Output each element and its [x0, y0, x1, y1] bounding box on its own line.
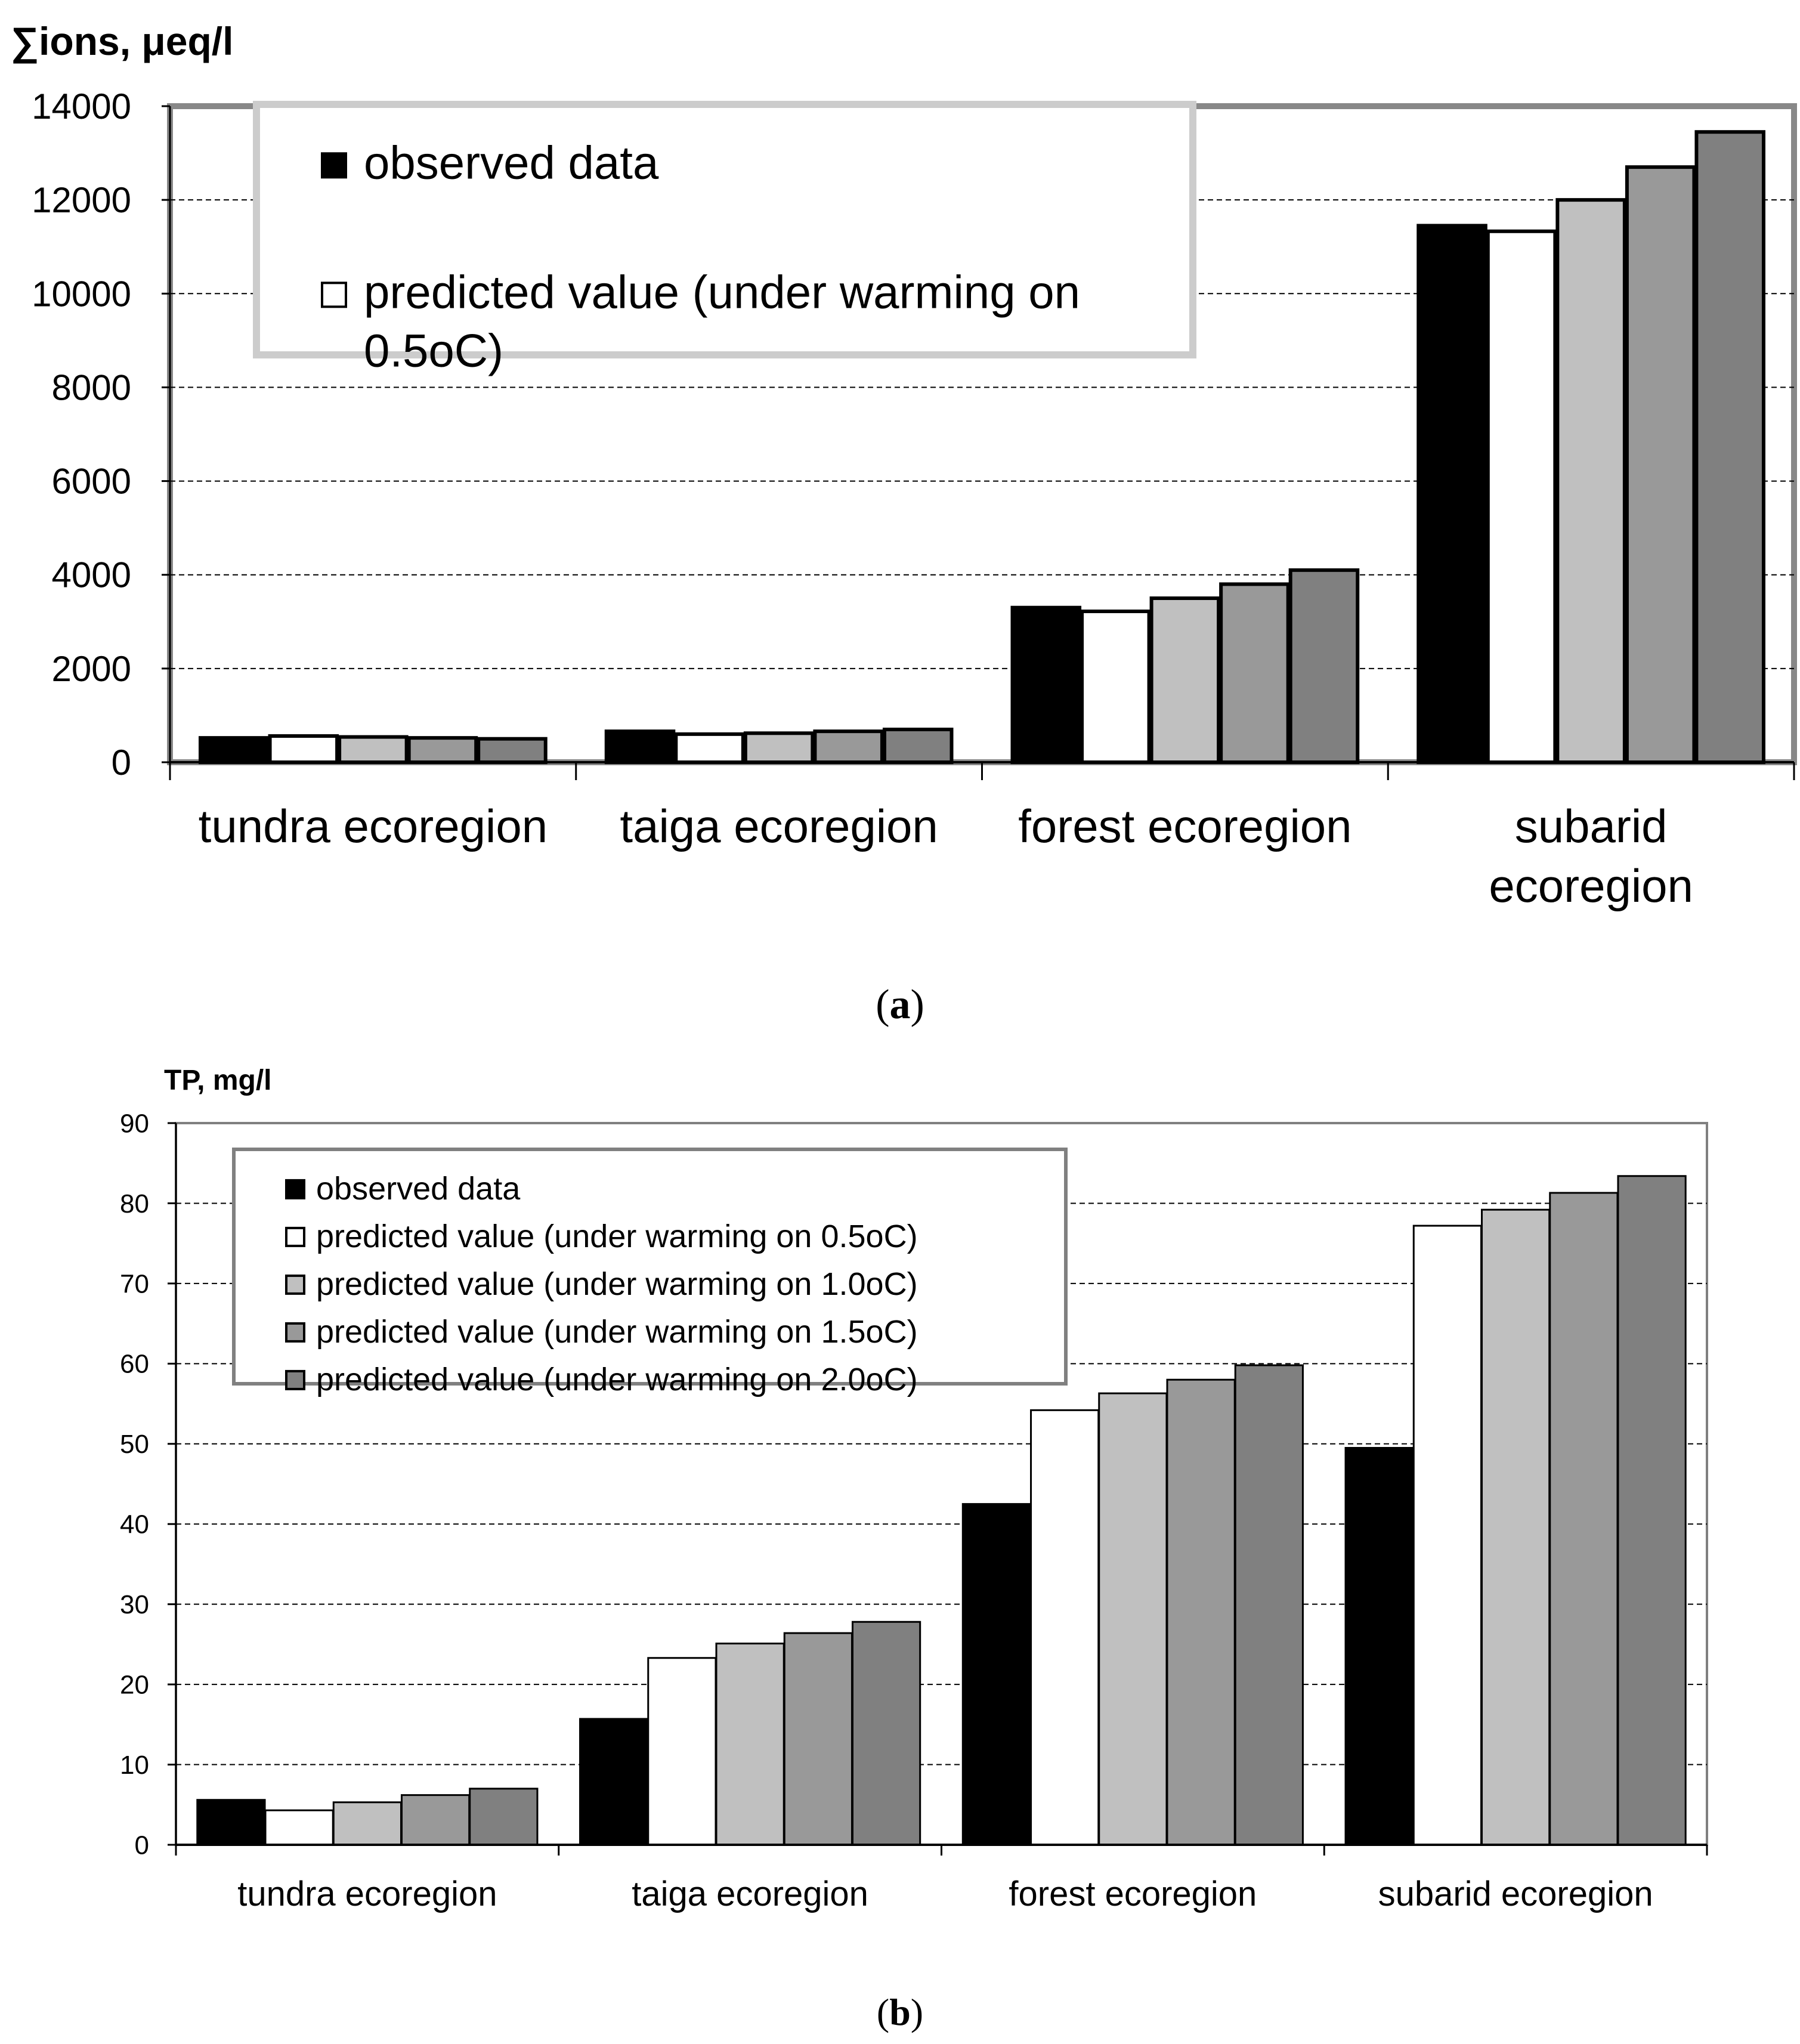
bar-b-s1-c2 [1030, 1409, 1100, 1846]
legend-box [253, 101, 1196, 358]
bar-b-s4-c1 [851, 1621, 921, 1846]
y-tick-label: 6000 [52, 462, 131, 502]
y-tick-label: 10 [120, 1751, 149, 1780]
bar-a-s4-c1 [882, 728, 954, 764]
y-tick-label: 60 [120, 1350, 149, 1379]
y-tick-label: 0 [112, 743, 131, 783]
bar-a-s3-c1 [813, 729, 884, 764]
x-tick-label: tundra ecoregion [199, 800, 548, 852]
bar-a-s3-c2 [1219, 582, 1290, 765]
bar-b-s4-c2 [1234, 1364, 1304, 1846]
legend-label: predicted value (under warming on 2.0oC) [316, 1362, 918, 1397]
legend-label: predicted value (under warming on 0.5oC) [316, 1219, 918, 1254]
bar-b-s1-c1 [647, 1657, 717, 1846]
y-tick-label: 12000 [32, 180, 131, 220]
y-tick-label: 14000 [32, 86, 131, 126]
x-tick-label: forest ecoregion [1018, 800, 1351, 852]
legend-label: observed data [364, 136, 659, 188]
legend-box [232, 1148, 1068, 1386]
y-axis-title: TP, mg/l [164, 1065, 272, 1096]
bar-b-s1-c3 [1412, 1224, 1483, 1846]
y-tick-label: 4000 [52, 555, 131, 595]
bar-a-s2-c2 [1149, 596, 1221, 764]
x-tick-label: taiga ecoregion [620, 800, 938, 852]
bar-a-s3-c0 [407, 736, 478, 764]
bar-a-s1-c1 [674, 732, 745, 765]
panel-label-b: (b) [877, 1991, 923, 2033]
bar-b-s0-c0 [196, 1799, 266, 1846]
legend-swatch [285, 1179, 305, 1199]
bar-b-s4-c0 [469, 1788, 539, 1846]
bar-a-s0-c2 [1010, 605, 1082, 764]
y-tick-label: 8000 [52, 367, 131, 407]
bar-b-s0-c2 [961, 1503, 1032, 1846]
legend-a: observed data predicted value (under warm… [253, 101, 1196, 376]
y-tick-label: 80 [120, 1189, 149, 1219]
bar-b-s2-c3 [1481, 1208, 1551, 1846]
legend-swatch [285, 1226, 305, 1247]
legend-swatch [285, 1322, 305, 1343]
y-tick-label: 90 [120, 1109, 149, 1138]
bar-a-s4-c0 [477, 737, 548, 764]
legend-swatch [321, 152, 347, 179]
y-tick-label: 40 [120, 1510, 149, 1539]
bar-b-s2-c2 [1098, 1392, 1168, 1846]
x-tick-label: tundra ecoregion [237, 1875, 497, 1913]
legend-swatch [285, 1274, 305, 1295]
legend-swatch [321, 282, 347, 308]
bar-b-s3-c2 [1166, 1378, 1236, 1846]
bar-a-s2-c0 [338, 735, 409, 764]
y-tick-label: 70 [120, 1269, 149, 1298]
y-tick-label: 2000 [52, 649, 131, 689]
chart-b: 0 10 20 30 40 50 60 70 80 90 TP, mg/l tundra ecoreg… [120, 1065, 1708, 1913]
bar-a-s4-c3 [1694, 130, 1765, 765]
bar-a-s4-c2 [1288, 568, 1360, 764]
y-tick-label: 20 [120, 1671, 149, 1700]
y-axis-title: ∑ions, μeq/l [11, 19, 233, 64]
legend-label: predicted value (under warming on 1.5oC) [316, 1314, 918, 1350]
bar-b-s3-c3 [1549, 1192, 1619, 1846]
bar-a-s1-c3 [1486, 229, 1557, 764]
x-tick-label: forest ecoregion [1009, 1875, 1257, 1913]
y-tick-label: 30 [120, 1590, 149, 1619]
x-tick-label: taiga ecoregion [632, 1875, 868, 1913]
bar-a-s1-c2 [1080, 610, 1151, 764]
bar-a-s0-c3 [1417, 224, 1487, 765]
x-tick-label: subarid ecoregion [1378, 1875, 1653, 1913]
bar-a-s2-c3 [1555, 198, 1626, 764]
bar-b-s3-c0 [400, 1794, 471, 1846]
legend-label: predicted value (under warming on 0.5oC) [364, 265, 1080, 376]
bar-a-s2-c1 [743, 731, 815, 765]
bar-a-s0-c1 [604, 729, 676, 764]
bar-b-s1-c0 [264, 1809, 334, 1846]
bar-a-s0-c0 [199, 736, 270, 764]
y-tick-label: 10000 [32, 274, 131, 314]
legend-b: observed data predicted value (under warm… [232, 1148, 1068, 1397]
bar-b-s0-c1 [579, 1718, 649, 1846]
y-tick-label: 0 [135, 1830, 149, 1860]
bar-b-s3-c1 [783, 1632, 853, 1846]
bar-b-s0-c3 [1344, 1447, 1414, 1846]
bar-a-s3-c3 [1625, 165, 1696, 764]
panel-label-a: (a) [876, 982, 924, 1028]
legend-swatch [285, 1369, 305, 1390]
chart-a: 0 2000 4000 6000 8000 10000 12000 14000 ∑ions, μ… [11, 19, 1797, 912]
bar-b-s2-c1 [715, 1643, 785, 1846]
bar-b-s4-c3 [1617, 1175, 1687, 1846]
bar-b-s2-c0 [332, 1801, 402, 1846]
legend-label: predicted value (under warming on 1.0oC) [316, 1266, 918, 1302]
bar-a-s1-c0 [268, 734, 339, 764]
x-tick-label: subarid ecoregion [1489, 800, 1693, 912]
legend-label: observed data [316, 1171, 521, 1207]
y-tick-label: 50 [120, 1430, 149, 1459]
